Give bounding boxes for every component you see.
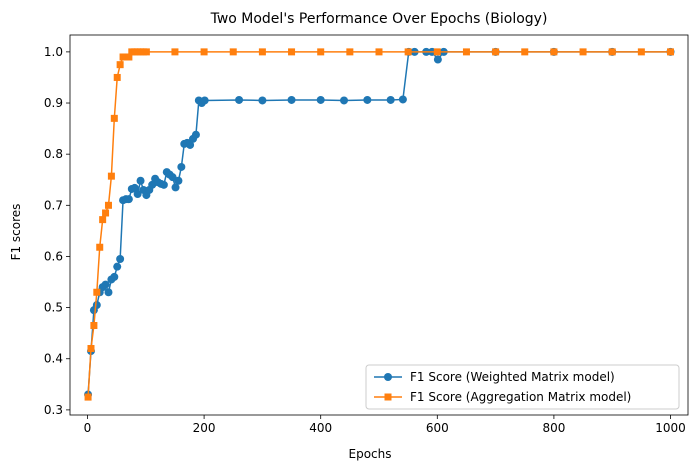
- series-1-point: [258, 96, 267, 105]
- series-2-point: [104, 201, 112, 209]
- series-2-point: [113, 73, 121, 81]
- series-1-point: [316, 95, 325, 104]
- series-2-point: [107, 172, 115, 180]
- chart-title: Two Model's Performance Over Epochs (Bio…: [210, 11, 548, 27]
- legend-item-2: F1 Score (Aggregation Matrix model): [374, 390, 631, 404]
- series-2-point: [110, 114, 118, 122]
- legend: F1 Score (Weighted Matrix model) F1 Score…: [365, 364, 680, 410]
- y-tick-label: 0.7: [44, 198, 63, 212]
- series-2-point: [404, 48, 412, 56]
- series-1-point: [110, 272, 119, 281]
- series-1-point: [130, 183, 139, 192]
- x-tick-label: 200: [193, 421, 216, 435]
- series-1-point: [386, 95, 395, 104]
- legend-box: [365, 364, 680, 410]
- series-1-point: [133, 190, 142, 199]
- series-2-point: [637, 48, 645, 56]
- x-tick-label: 400: [309, 421, 332, 435]
- x-tick-label: 600: [426, 421, 449, 435]
- series-2-point: [99, 216, 107, 224]
- x-axis-label: Epochs: [349, 447, 392, 461]
- series-2-point: [90, 321, 98, 329]
- series-1-point: [433, 55, 442, 64]
- series-1-point: [200, 96, 209, 105]
- series-2-point: [116, 61, 124, 69]
- series-2-point: [84, 393, 92, 401]
- series-1-point: [363, 95, 372, 104]
- series-2-point: [258, 48, 266, 56]
- x-tick-label: 1000: [655, 421, 686, 435]
- legend-swatch-marker: [384, 373, 392, 381]
- series-2-point: [346, 48, 354, 56]
- legend-label: F1 Score (Aggregation Matrix model): [410, 390, 631, 404]
- series-2-point: [667, 48, 675, 56]
- series-1-point: [113, 262, 122, 271]
- series-2-point: [96, 243, 104, 251]
- series-2-point: [462, 48, 470, 56]
- series-2: [84, 48, 675, 401]
- y-tick-label: 1.0: [44, 45, 63, 59]
- series-1-point: [174, 176, 183, 185]
- series-2-point: [229, 48, 237, 56]
- series-2-point: [608, 48, 616, 56]
- series-1-point: [124, 195, 133, 204]
- y-tick-label: 0.6: [44, 249, 63, 263]
- series-2-point: [200, 48, 208, 56]
- series-1-point: [159, 180, 168, 189]
- series-layer: [84, 47, 675, 401]
- legend-item-1: F1 Score (Weighted Matrix model): [374, 370, 615, 384]
- series-1-point: [186, 140, 195, 149]
- series-2-point: [93, 288, 101, 296]
- series-2-point: [579, 48, 587, 56]
- series-1-point: [104, 288, 113, 297]
- series-1-point: [116, 255, 125, 264]
- series-2-point: [375, 48, 383, 56]
- series-1-point: [168, 173, 177, 182]
- series-1-point: [340, 96, 349, 105]
- y-tick-label: 0.8: [44, 147, 63, 161]
- series-1-point: [101, 280, 110, 289]
- series-1-point: [92, 301, 101, 310]
- y-tick-label: 0.4: [44, 352, 63, 366]
- axes-layer: 0 200 400 600 800 1000 0.3 0.4 0.5 0.6 0.7 0.8 0.9 1.…: [44, 34, 689, 435]
- series-2-point: [142, 48, 150, 56]
- series-2-point: [317, 48, 325, 56]
- legend-label: F1 Score (Weighted Matrix model): [410, 370, 615, 384]
- y-axis-label: F1 scores: [9, 204, 23, 261]
- y-tick-label: 0.5: [44, 301, 63, 315]
- plot-area: [70, 35, 688, 415]
- x-tick-label: 0: [84, 421, 92, 435]
- series-2-point: [288, 48, 296, 56]
- series-2-point: [87, 345, 95, 353]
- series-2-point: [102, 209, 110, 217]
- series-2-point: [521, 48, 529, 56]
- series-1-point: [398, 95, 407, 104]
- series-1-point: [191, 130, 200, 139]
- series-2-point: [125, 53, 133, 61]
- series-2-point: [550, 48, 558, 56]
- series-1-point: [136, 176, 145, 185]
- series-1-point: [171, 183, 180, 192]
- series-1-point: [235, 95, 244, 104]
- series-2-point: [492, 48, 500, 56]
- legend-swatch-marker: [384, 393, 392, 401]
- series-2-point: [171, 48, 179, 56]
- series-2-point: [433, 48, 441, 56]
- x-tick-label: 800: [542, 421, 565, 435]
- y-tick-label: 0.3: [44, 403, 63, 417]
- plot-background: [70, 35, 688, 415]
- series-1-point: [177, 162, 186, 171]
- axes-frame: [69, 34, 689, 416]
- y-tick-label: 0.9: [44, 96, 63, 110]
- series-1-point: [287, 95, 296, 104]
